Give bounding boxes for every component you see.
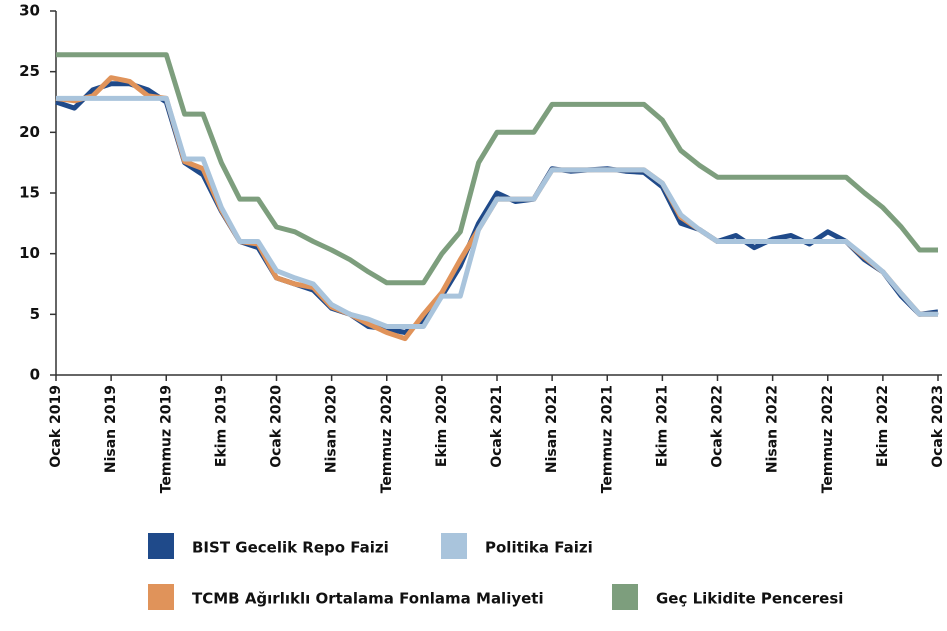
y-tick-label: 0 (30, 366, 40, 384)
series-line (55, 81, 939, 335)
x-tick-label: Nisan 2019 (103, 385, 119, 473)
legend-swatch (441, 533, 467, 559)
legend-swatch (148, 584, 174, 610)
x-tick-label: Temmuz 2022 (820, 385, 836, 493)
x-tick-label: Ekim 2022 (875, 385, 891, 467)
x-tick-label: Ekim 2019 (213, 385, 229, 467)
series-line (56, 95, 938, 329)
y-tick-label: 15 (19, 184, 40, 202)
x-tick-label: Nisan 2020 (324, 385, 340, 473)
x-tick-label: Temmuz 2019 (158, 385, 174, 493)
y-tick-label: 5 (30, 305, 40, 323)
legend-label: BIST Gecelik Repo Faizi (192, 539, 389, 557)
x-tick-label: Ekim 2021 (654, 385, 670, 467)
x-tick-label: Temmuz 2020 (379, 385, 395, 494)
series-line (55, 75, 938, 342)
x-tick-label: Ocak 2019 (48, 385, 64, 468)
x-tick-label: Ekim 2020 (434, 385, 450, 467)
y-tick-label: 25 (19, 62, 40, 80)
legend-swatch (148, 533, 174, 559)
series-line (56, 52, 938, 286)
x-tick-label: Nisan 2022 (765, 385, 781, 473)
x-tick-label: Temmuz 2021 (599, 385, 615, 493)
y-tick-label: 10 (19, 244, 40, 262)
y-tick-label: 30 (19, 2, 40, 20)
legend-label: Politika Faizi (485, 539, 593, 557)
x-tick-label: Ocak 2021 (489, 385, 505, 468)
x-tick-label: Ocak 2022 (710, 385, 726, 468)
x-tick-label: Nisan 2021 (544, 385, 560, 473)
x-tick-label: Ocak 2023 (930, 385, 946, 468)
y-tick-label: 20 (19, 123, 40, 141)
legend-swatch (612, 584, 638, 610)
legend-label: Geç Likidite Penceresi (656, 590, 843, 608)
legend-label: TCMB Ağırlıklı Ortalama Fonlama Maliyeti (192, 590, 544, 608)
x-tick-label: Ocak 2020 (269, 385, 285, 468)
